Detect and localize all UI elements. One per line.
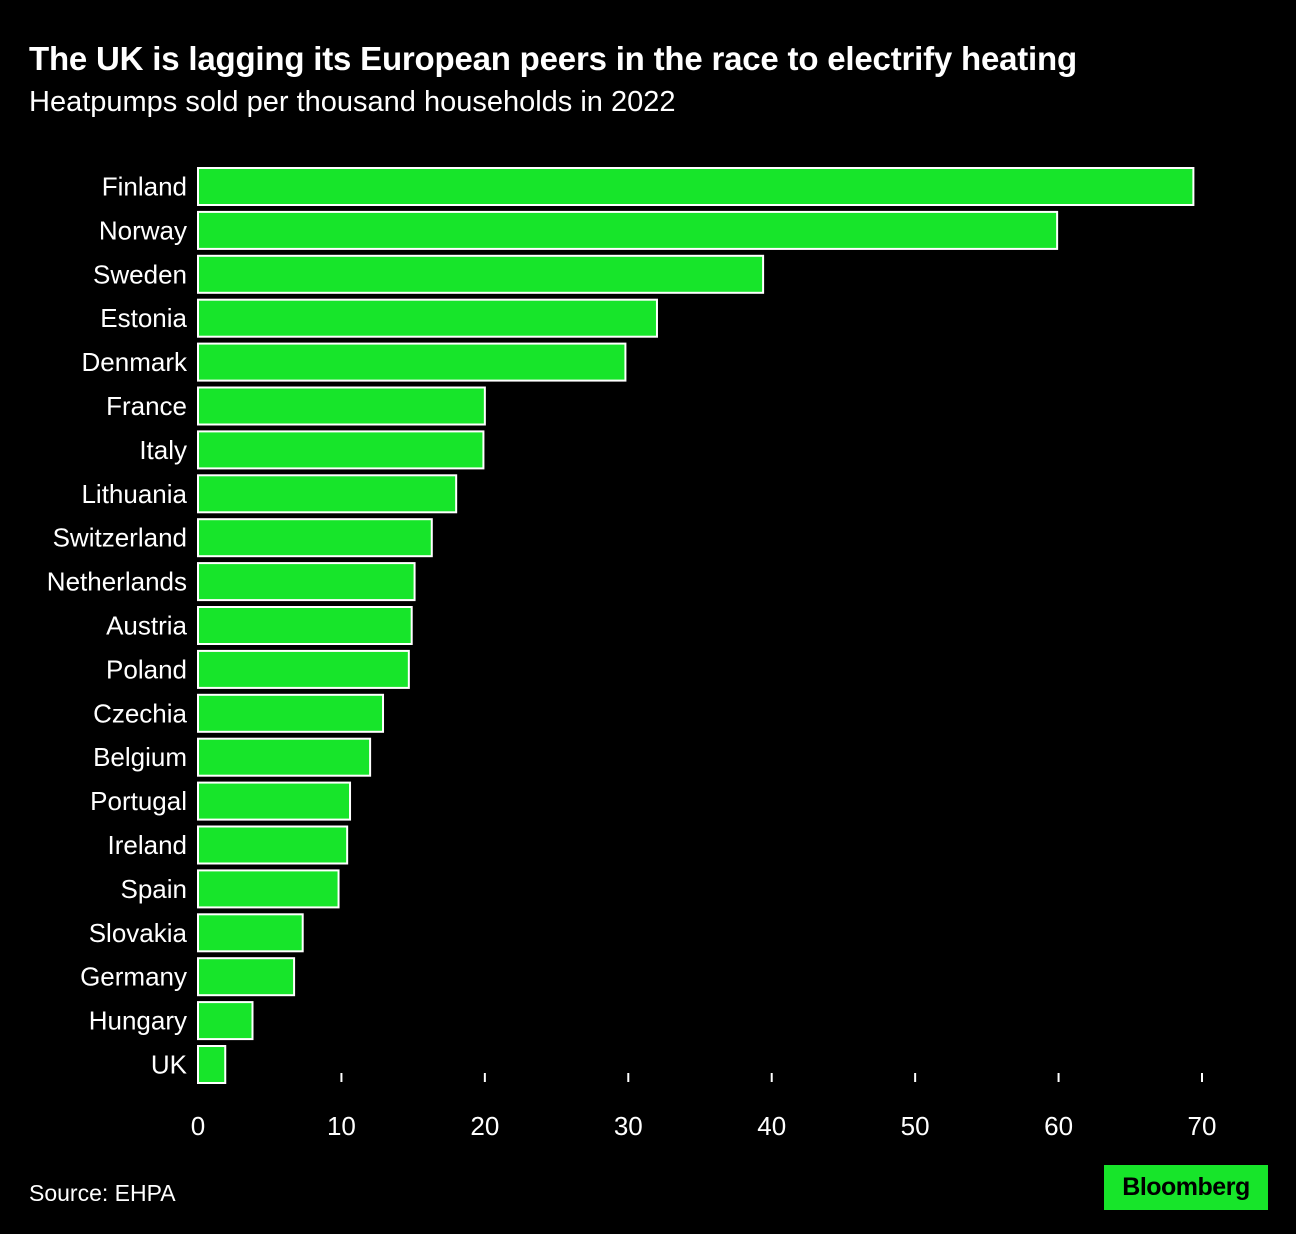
bar-portugal [197, 781, 352, 821]
chart-subtitle: Heatpumps sold per thousand households i… [29, 86, 676, 118]
category-label: Finland [102, 172, 187, 202]
bar-belgium [197, 737, 372, 777]
bar-italy [197, 430, 485, 470]
category-label: Switzerland [53, 523, 187, 553]
bar-lithuania [197, 474, 458, 514]
bar-germany [197, 957, 296, 997]
bar-austria [197, 606, 413, 645]
x-tick-label: 20 [470, 1111, 499, 1141]
bar-hungary [197, 1001, 254, 1041]
category-label: Ireland [108, 830, 188, 860]
bar-ireland [197, 825, 349, 865]
category-labels-group: Finland Norway Sweden Estonia Denmark France I… [47, 172, 188, 1080]
category-label: Estonia [100, 303, 187, 333]
x-tick-label: 40 [757, 1111, 786, 1141]
bar-czechia [197, 693, 385, 733]
x-axis: 0 10 20 30 40 50 60 70 [191, 1073, 1217, 1141]
category-label: Czechia [93, 698, 187, 728]
bar-poland [197, 649, 410, 689]
category-label: Italy [139, 435, 187, 465]
category-label: Norway [99, 215, 187, 245]
bar-norway [197, 210, 1059, 250]
category-label: Netherlands [47, 567, 187, 597]
x-tick-label: 30 [614, 1111, 643, 1141]
chart-title: The UK is lagging its European peers in … [29, 40, 1077, 77]
bar-france [197, 386, 486, 426]
x-tick-label: 0 [191, 1111, 205, 1141]
category-label: UK [151, 1050, 188, 1080]
category-label: Germany [80, 962, 187, 992]
bar-slovakia [197, 913, 304, 953]
bar-spain [197, 869, 340, 909]
bar-estonia [197, 298, 658, 338]
category-label: Spain [121, 874, 188, 904]
bar-uk [197, 1045, 227, 1084]
category-label: Portugal [90, 786, 187, 816]
category-label: Hungary [89, 1006, 187, 1036]
bar-netherlands [197, 562, 416, 602]
x-tick-label: 50 [901, 1111, 930, 1141]
category-label: Slovakia [89, 918, 188, 948]
bar-sweden [197, 254, 765, 294]
category-label: France [106, 391, 187, 421]
bar-switzerland [197, 518, 433, 558]
category-label: Austria [106, 611, 187, 641]
bar-denmark [197, 342, 627, 382]
category-label: Denmark [82, 347, 188, 377]
category-label: Belgium [93, 742, 187, 772]
x-tick-label: 70 [1188, 1111, 1217, 1141]
source-note: Source: EHPA [29, 1180, 176, 1206]
bars-group [197, 167, 1195, 1084]
bar-finland [197, 167, 1195, 206]
x-tick-label: 10 [327, 1111, 356, 1141]
category-label: Sweden [93, 259, 187, 289]
x-tick-label: 60 [1044, 1111, 1073, 1141]
bloomberg-logo: Bloomberg [1104, 1165, 1268, 1210]
category-label: Poland [106, 654, 187, 684]
category-label: Lithuania [81, 479, 187, 509]
